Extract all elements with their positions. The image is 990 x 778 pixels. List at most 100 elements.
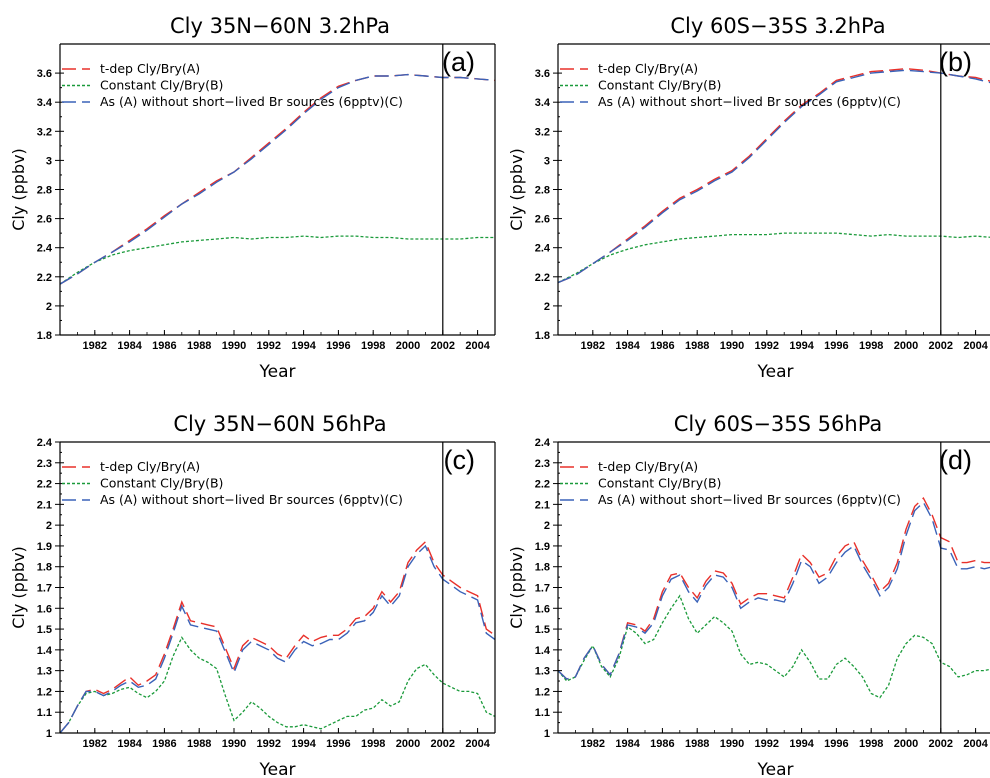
y-tick-label: 1.5	[535, 624, 550, 636]
y-tick-label: 2.2	[535, 479, 550, 491]
y-tick-label: 1.9	[535, 541, 550, 553]
series-line	[60, 73, 495, 285]
series-line	[558, 232, 990, 284]
x-tick-label: 1994	[291, 738, 316, 750]
x-tick-label: 2002	[929, 340, 953, 352]
series-line	[558, 501, 990, 680]
chart-panel-b: Cly 60S−35S 3.2hPa 1.8 2 2.2 2.4 2.6 2.8 3 3.2 3.…	[507, 14, 990, 382]
x-tick-label: 2004	[465, 340, 490, 352]
x-axis-label: Year	[259, 760, 296, 778]
legend-label: Constant Cly/Bry(B)	[598, 476, 721, 491]
series-line	[60, 544, 495, 733]
y-tick-label: 2	[544, 301, 550, 313]
y-tick-label: 2.2	[37, 479, 52, 491]
y-tick-label: 3.4	[37, 97, 53, 109]
legend-label: Constant Cly/Bry(B)	[598, 78, 721, 93]
x-tick-label: 2004	[465, 738, 490, 750]
x-tick-label: 2002	[431, 340, 455, 352]
y-tick-label: 2.1	[535, 499, 550, 511]
y-tick-label: 2.6	[535, 214, 550, 226]
x-tick-label: 1986	[650, 738, 674, 750]
series-line	[558, 67, 990, 284]
x-tick-label: 1992	[755, 340, 779, 352]
y-tick-label: 1.8	[535, 330, 550, 342]
legend-label: As (A) without short−lived Br sources (6…	[598, 492, 901, 507]
y-tick-label: 3.2	[37, 126, 52, 138]
legend-label: Constant Cly/Bry(B)	[100, 78, 223, 93]
series-line	[558, 594, 990, 699]
panel-tag: (b)	[939, 47, 972, 77]
x-tick-label: 1990	[720, 340, 744, 352]
series-line	[558, 496, 990, 680]
x-tick-label: 1996	[824, 340, 848, 352]
y-tick-label: 1.9	[37, 541, 52, 553]
x-tick-label: 1998	[859, 738, 883, 750]
legend-label: t-dep Cly/Bry(A)	[598, 459, 698, 474]
y-tick-label: 3.6	[535, 68, 550, 80]
x-tick-label: 2004	[963, 738, 988, 750]
y-tick-label: 3	[544, 155, 550, 167]
x-tick-label: 2002	[431, 738, 455, 750]
y-tick-label: 2.3	[37, 458, 52, 470]
x-tick-label: 1984	[615, 738, 640, 750]
y-tick-label: 1.3	[37, 666, 52, 678]
legend-label: t-dep Cly/Bry(A)	[100, 459, 200, 474]
y-tick-label: 2	[544, 520, 550, 532]
y-tick-label: 1.3	[535, 666, 550, 678]
y-tick-label: 1.4	[37, 645, 53, 657]
legend-label: t-dep Cly/Bry(A)	[100, 61, 200, 76]
x-tick-label: 1982	[83, 738, 107, 750]
series-line	[60, 235, 495, 285]
panel-tag: (a)	[442, 47, 475, 77]
y-tick-label: 1.8	[37, 562, 52, 574]
y-tick-label: 1.1	[535, 707, 550, 719]
x-tick-label: 1996	[326, 340, 350, 352]
y-tick-label: 1.8	[535, 562, 550, 574]
y-tick-label: 2.4	[535, 243, 551, 255]
x-tick-label: 2004	[963, 340, 988, 352]
x-tick-label: 2000	[396, 738, 420, 750]
y-tick-label: 2	[46, 301, 52, 313]
legend-label: As (A) without short−lived Br sources (6…	[598, 94, 901, 109]
y-tick-label: 3.6	[37, 68, 52, 80]
x-tick-label: 1988	[685, 738, 709, 750]
y-tick-label: 2.6	[37, 214, 52, 226]
y-tick-label: 1.5	[37, 624, 52, 636]
legend-label: Constant Cly/Bry(B)	[100, 476, 223, 491]
y-tick-label: 2.2	[37, 272, 52, 284]
x-tick-label: 1986	[650, 340, 674, 352]
x-tick-label: 1982	[581, 738, 605, 750]
chart-panel-d: Cly 60S−35S 56hPa 1 1.1 1.2 1.3 1.4 1.5 1.6 1.7 1…	[507, 412, 990, 778]
x-tick-label: 1996	[824, 738, 848, 750]
panel-tag: (d)	[939, 445, 972, 475]
x-tick-label: 1998	[361, 738, 385, 750]
y-tick-label: 1.7	[535, 583, 550, 595]
y-tick-label: 1	[544, 728, 550, 740]
x-tick-label: 1996	[326, 738, 350, 750]
y-tick-label: 1.8	[37, 330, 52, 342]
x-tick-label: 1986	[152, 340, 176, 352]
x-tick-label: 1988	[187, 340, 211, 352]
x-tick-label: 1988	[187, 738, 211, 750]
chart-panel-a: Cly 35N−60N 3.2hPa 1.8 2 2.2 2.4 2.6 2.8 3 3.2 3.…	[9, 14, 496, 382]
x-tick-label: 1986	[152, 738, 176, 750]
x-tick-label: 1994	[789, 738, 814, 750]
x-tick-label: 1990	[720, 738, 744, 750]
x-tick-label: 1982	[581, 340, 605, 352]
x-tick-label: 1984	[117, 340, 142, 352]
y-tick-label: 3.4	[535, 97, 551, 109]
y-tick-label: 2.2	[535, 272, 550, 284]
y-axis-label: Cly (ppbv)	[507, 546, 526, 629]
y-tick-label: 2.1	[37, 499, 52, 511]
legend-label: As (A) without short−lived Br sources (6…	[100, 492, 403, 507]
legend-label: As (A) without short−lived Br sources (6…	[100, 94, 403, 109]
y-axis-label: Cly (ppbv)	[9, 546, 28, 629]
x-tick-label: 2000	[894, 738, 918, 750]
series-line	[558, 69, 990, 284]
x-tick-label: 1984	[117, 738, 142, 750]
series-line	[60, 636, 495, 733]
y-axis-label: Cly (ppbv)	[9, 148, 28, 231]
y-tick-label: 1.6	[535, 603, 550, 615]
x-tick-label: 1998	[361, 340, 385, 352]
